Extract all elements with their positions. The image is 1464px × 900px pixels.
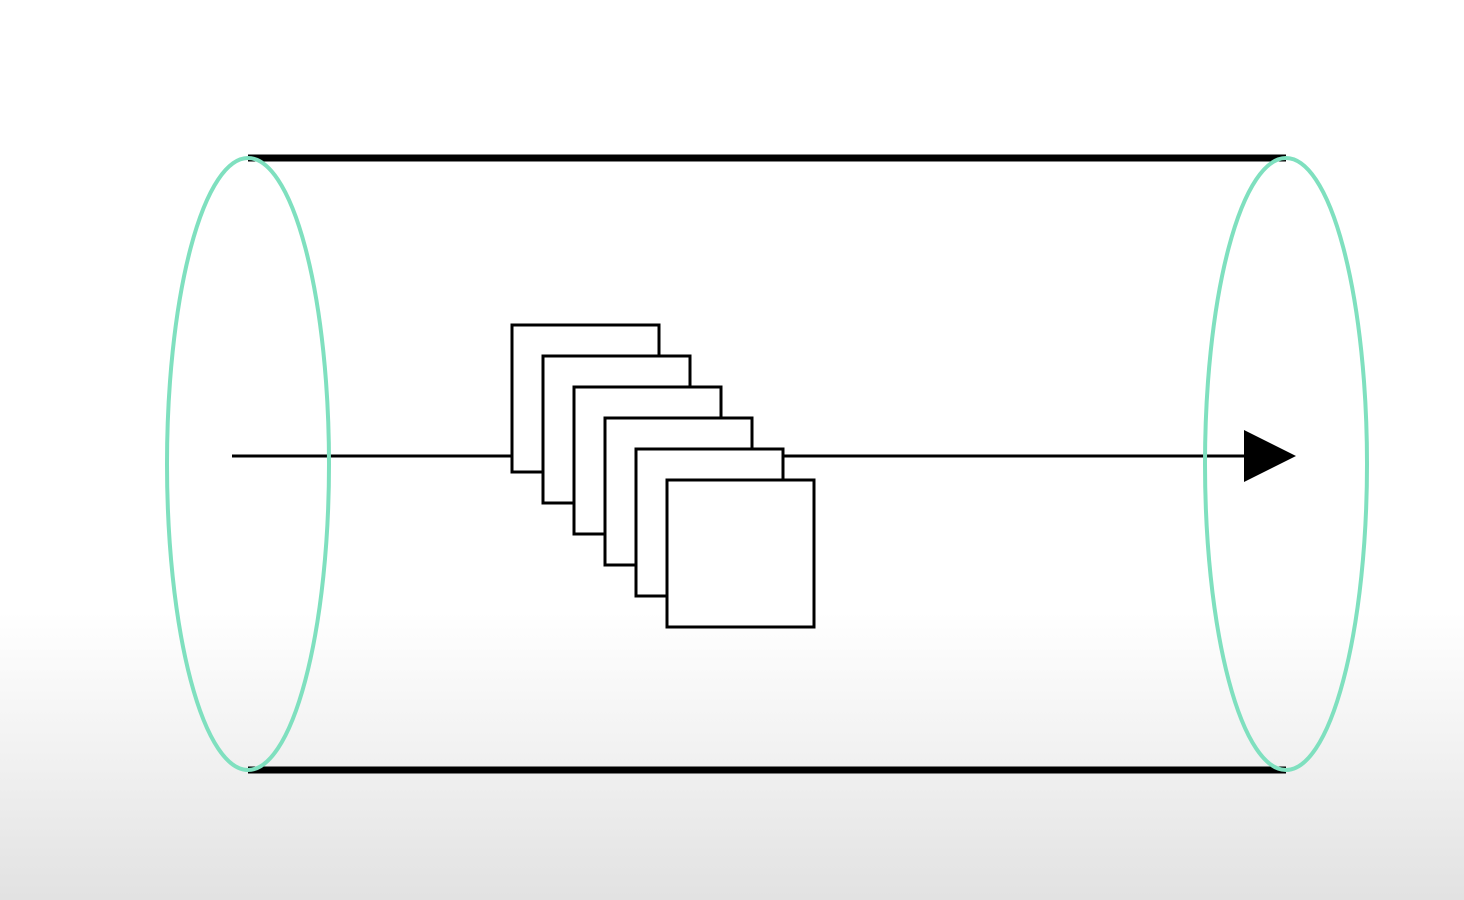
- stacked-frames: [510, 323, 816, 629]
- frame-6: [665, 478, 816, 629]
- flow-arrow-head: [1244, 430, 1296, 482]
- cylinder-left-cap: [165, 156, 331, 772]
- cylinder-right-cap: [1203, 156, 1369, 772]
